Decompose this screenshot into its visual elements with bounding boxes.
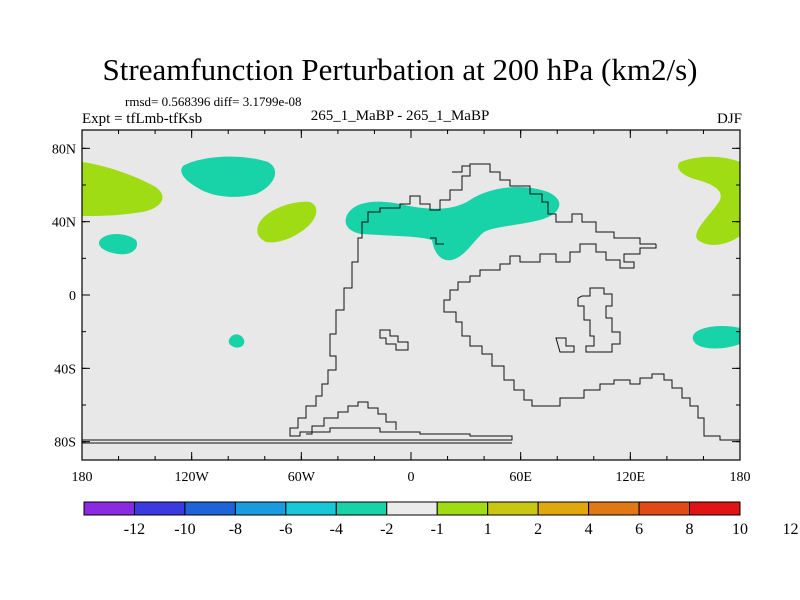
colorbar-label: 1 bbox=[484, 521, 492, 538]
colorbar-label: -6 bbox=[279, 521, 292, 538]
colorbar-label: 8 bbox=[686, 521, 694, 538]
stats-label: rmsd= 0.568396 diff= 3.1799e-08 bbox=[125, 94, 302, 109]
x-tick-label: 180 bbox=[72, 470, 93, 485]
x-tick-label: 60E bbox=[509, 470, 532, 485]
colorbar-swatch bbox=[234, 501, 287, 516]
colorbar-label: 12 bbox=[782, 521, 798, 538]
colorbar-swatch bbox=[487, 501, 539, 516]
colorbar-swatch bbox=[436, 501, 489, 516]
y-tick-label: 40N bbox=[52, 216, 76, 231]
colorbar: -12 -10 -8 -6 -4 -2 -1 1 2 4 6 8 10 12 bbox=[83, 501, 798, 538]
colorbar-label: 10 bbox=[732, 521, 748, 538]
anomaly-negative-eurasia-band bbox=[345, 186, 560, 261]
anomaly-positive-west-band bbox=[82, 162, 163, 216]
colorbar-swatch bbox=[83, 501, 135, 516]
colorbar-label: 2 bbox=[534, 521, 542, 538]
plot-background bbox=[82, 130, 740, 460]
anomaly-positive-north-pacific-east bbox=[257, 201, 317, 243]
y-tick-label: 0 bbox=[69, 289, 76, 304]
x-tick-label: 120W bbox=[175, 470, 210, 485]
colorbar-label: -2 bbox=[380, 521, 393, 538]
colorbar-swatch bbox=[386, 501, 438, 516]
colorbar-swatch bbox=[184, 501, 236, 516]
y-tick-label: 80N bbox=[52, 142, 76, 157]
anomaly-negative-north-pacific bbox=[181, 156, 276, 197]
anomaly-positive-east-band bbox=[678, 156, 740, 245]
axes: 180 120W 60W 0 60E 120E 180 80N 40N 0 40S 80S bbox=[52, 130, 751, 485]
anomaly-negative-pacific-small bbox=[98, 234, 138, 255]
colorbar-label: -1 bbox=[431, 521, 444, 538]
x-tick-label: 120E bbox=[616, 470, 646, 485]
colorbar-swatch bbox=[588, 501, 640, 516]
chart-title: Streamfunction Perturbation at 200 hPa (… bbox=[102, 52, 698, 87]
colorbar-label: -8 bbox=[229, 521, 242, 538]
colorbar-label: 4 bbox=[585, 521, 593, 538]
season-label: DJF bbox=[716, 111, 742, 127]
anomaly-negative-south-pacific-east bbox=[692, 326, 740, 349]
colorbar-label: -12 bbox=[124, 521, 145, 538]
y-tick-label: 80S bbox=[54, 436, 76, 451]
anomaly-negative-tropical-east-pacific bbox=[228, 334, 245, 348]
y-tick-label: 40S bbox=[54, 362, 76, 377]
colorbar-label: -10 bbox=[174, 521, 195, 538]
x-tick-label: 60W bbox=[288, 470, 316, 485]
experiment-label: Expt = tfLmb-tfKsb bbox=[82, 111, 203, 127]
colorbar-swatch bbox=[285, 501, 337, 516]
x-tick-label: 180 bbox=[730, 470, 751, 485]
colorbar-swatch bbox=[689, 501, 741, 516]
colorbar-swatch bbox=[335, 501, 388, 516]
colorbar-swatch bbox=[638, 501, 691, 516]
colorbar-label: 6 bbox=[635, 521, 643, 538]
colorbar-swatch bbox=[133, 501, 186, 516]
colorbar-swatch bbox=[537, 501, 590, 516]
case-label: 265_1_MaBP - 265_1_MaBP bbox=[310, 108, 490, 124]
x-tick-label: 0 bbox=[408, 470, 415, 485]
continent-outlines bbox=[82, 163, 740, 444]
colorbar-label: -4 bbox=[330, 521, 343, 538]
